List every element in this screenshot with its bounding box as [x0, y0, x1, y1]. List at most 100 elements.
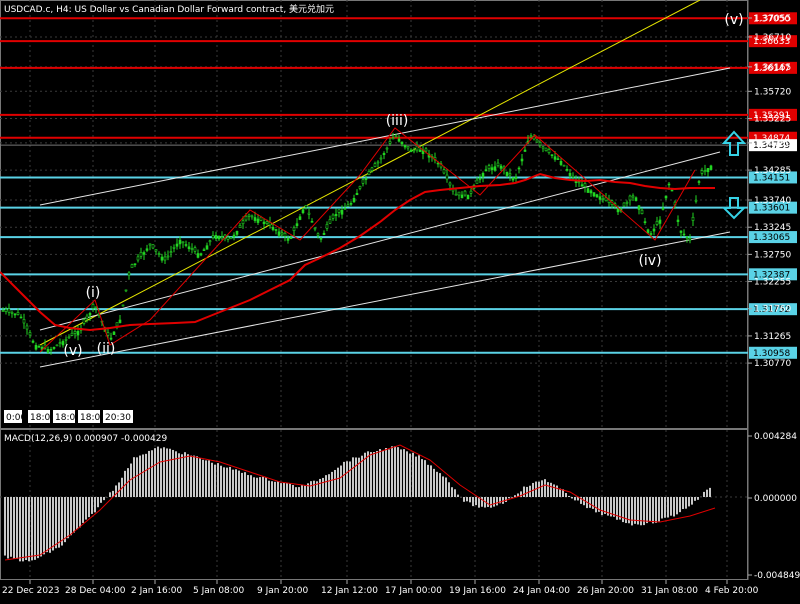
candle-body	[37, 346, 41, 348]
candle-body	[577, 181, 581, 184]
candle-body	[529, 135, 533, 138]
candle-body	[703, 170, 707, 172]
candle-body	[190, 248, 194, 250]
candle-body	[187, 246, 191, 250]
price-tick-label: 1.35225	[754, 114, 791, 124]
price-tick-label: 1.37055	[754, 14, 791, 24]
cyan-level-label: 1.33065	[753, 233, 790, 243]
date-tick-label: 5 Jan 08:00	[193, 586, 245, 596]
candle-body	[523, 149, 527, 152]
candle-body	[649, 233, 653, 235]
red-level-tag	[749, 12, 797, 25]
candle-body	[496, 162, 500, 166]
candle-body	[337, 209, 341, 213]
price-tick-label: 1.32255	[754, 278, 791, 288]
candle-body	[382, 153, 386, 156]
candle-body	[28, 332, 32, 336]
candle-body	[55, 344, 59, 347]
candle-body	[394, 135, 398, 138]
wave-label-i: (i)	[86, 285, 101, 301]
candle-body	[499, 165, 503, 169]
date-tick-label: 26 Jan 20:00	[577, 586, 634, 596]
candle-body	[658, 219, 662, 224]
candle-body	[376, 161, 380, 164]
candle-body	[73, 331, 77, 334]
red-level-tag	[749, 108, 797, 121]
date-tick-label: 12 Jan 12:00	[321, 586, 378, 596]
candle-body	[370, 167, 374, 171]
red-level-label: 1.36633	[753, 37, 790, 47]
candle-body	[52, 347, 56, 349]
candle-body	[4, 309, 8, 312]
macd-tick-label: 0.004284	[754, 432, 797, 442]
candle-body	[652, 228, 656, 232]
candle-body	[709, 165, 713, 170]
candle-body	[238, 224, 242, 228]
candle-body	[661, 207, 665, 210]
candle-body	[361, 179, 365, 184]
date-tick-label: 24 Jan 04:00	[513, 586, 570, 596]
candle-body	[226, 237, 230, 240]
candle-body	[247, 214, 251, 217]
wave-label-iv: (iv)	[638, 253, 661, 269]
candle-body	[169, 251, 173, 253]
cyan-level-label: 1.33601	[753, 204, 790, 214]
candle-body	[196, 253, 200, 258]
candle-body	[49, 349, 53, 351]
candle-body	[442, 169, 446, 174]
price-tick-label: 1.31760	[754, 305, 791, 315]
candle-body	[46, 349, 50, 353]
candle-body	[82, 319, 86, 324]
candle-body	[283, 232, 287, 237]
candle-body	[211, 235, 215, 238]
candle-body	[487, 165, 491, 169]
candle-body	[157, 253, 161, 255]
candle-body	[565, 169, 569, 171]
candle-body	[142, 252, 146, 255]
time-label-box	[53, 410, 75, 423]
candle-body	[478, 178, 482, 180]
moving-average-line	[0, 172, 715, 332]
candle-body	[172, 247, 176, 249]
date-tick-label: 2 Jan 16:00	[131, 586, 183, 596]
candle-body	[550, 154, 554, 156]
candle-body	[535, 139, 539, 143]
candle-body	[310, 221, 314, 223]
candle-body	[163, 256, 167, 261]
candle-body	[319, 238, 323, 240]
candle-body	[304, 204, 308, 208]
price-tick-label: 1.33245	[754, 223, 791, 233]
candle-body	[136, 256, 140, 261]
candle-body	[217, 236, 221, 240]
cyan-level-tag	[749, 231, 797, 244]
candle-body	[643, 221, 647, 223]
candle-body	[235, 230, 239, 235]
candle-body	[349, 203, 353, 205]
macd-tick-label: 0.000000	[754, 494, 797, 504]
candle-body	[694, 199, 698, 202]
time-label: 18:0	[30, 413, 50, 423]
candle-body	[493, 166, 497, 171]
candle-body	[583, 183, 587, 187]
date-tick-label: 28 Dec 04:00	[65, 586, 126, 596]
candle-body	[64, 338, 68, 341]
candle-body	[457, 191, 461, 196]
red-level-label: 1.34874	[753, 134, 790, 144]
candle-body	[646, 229, 650, 234]
price-tick-label: 1.30770	[754, 359, 791, 369]
cyan-level-tag	[749, 171, 797, 184]
candle-body	[328, 219, 332, 224]
candle-body	[1, 310, 5, 312]
candle-body	[139, 252, 143, 257]
candle-body	[616, 208, 620, 213]
candle-body	[106, 332, 110, 336]
time-label-box	[4, 410, 22, 423]
cyan-level-label: 1.32387	[753, 270, 790, 280]
candle-body	[640, 209, 644, 214]
candle-body	[682, 233, 686, 236]
time-label: 0:00	[6, 413, 26, 423]
candle-body	[598, 196, 602, 200]
candle-body	[271, 226, 275, 230]
